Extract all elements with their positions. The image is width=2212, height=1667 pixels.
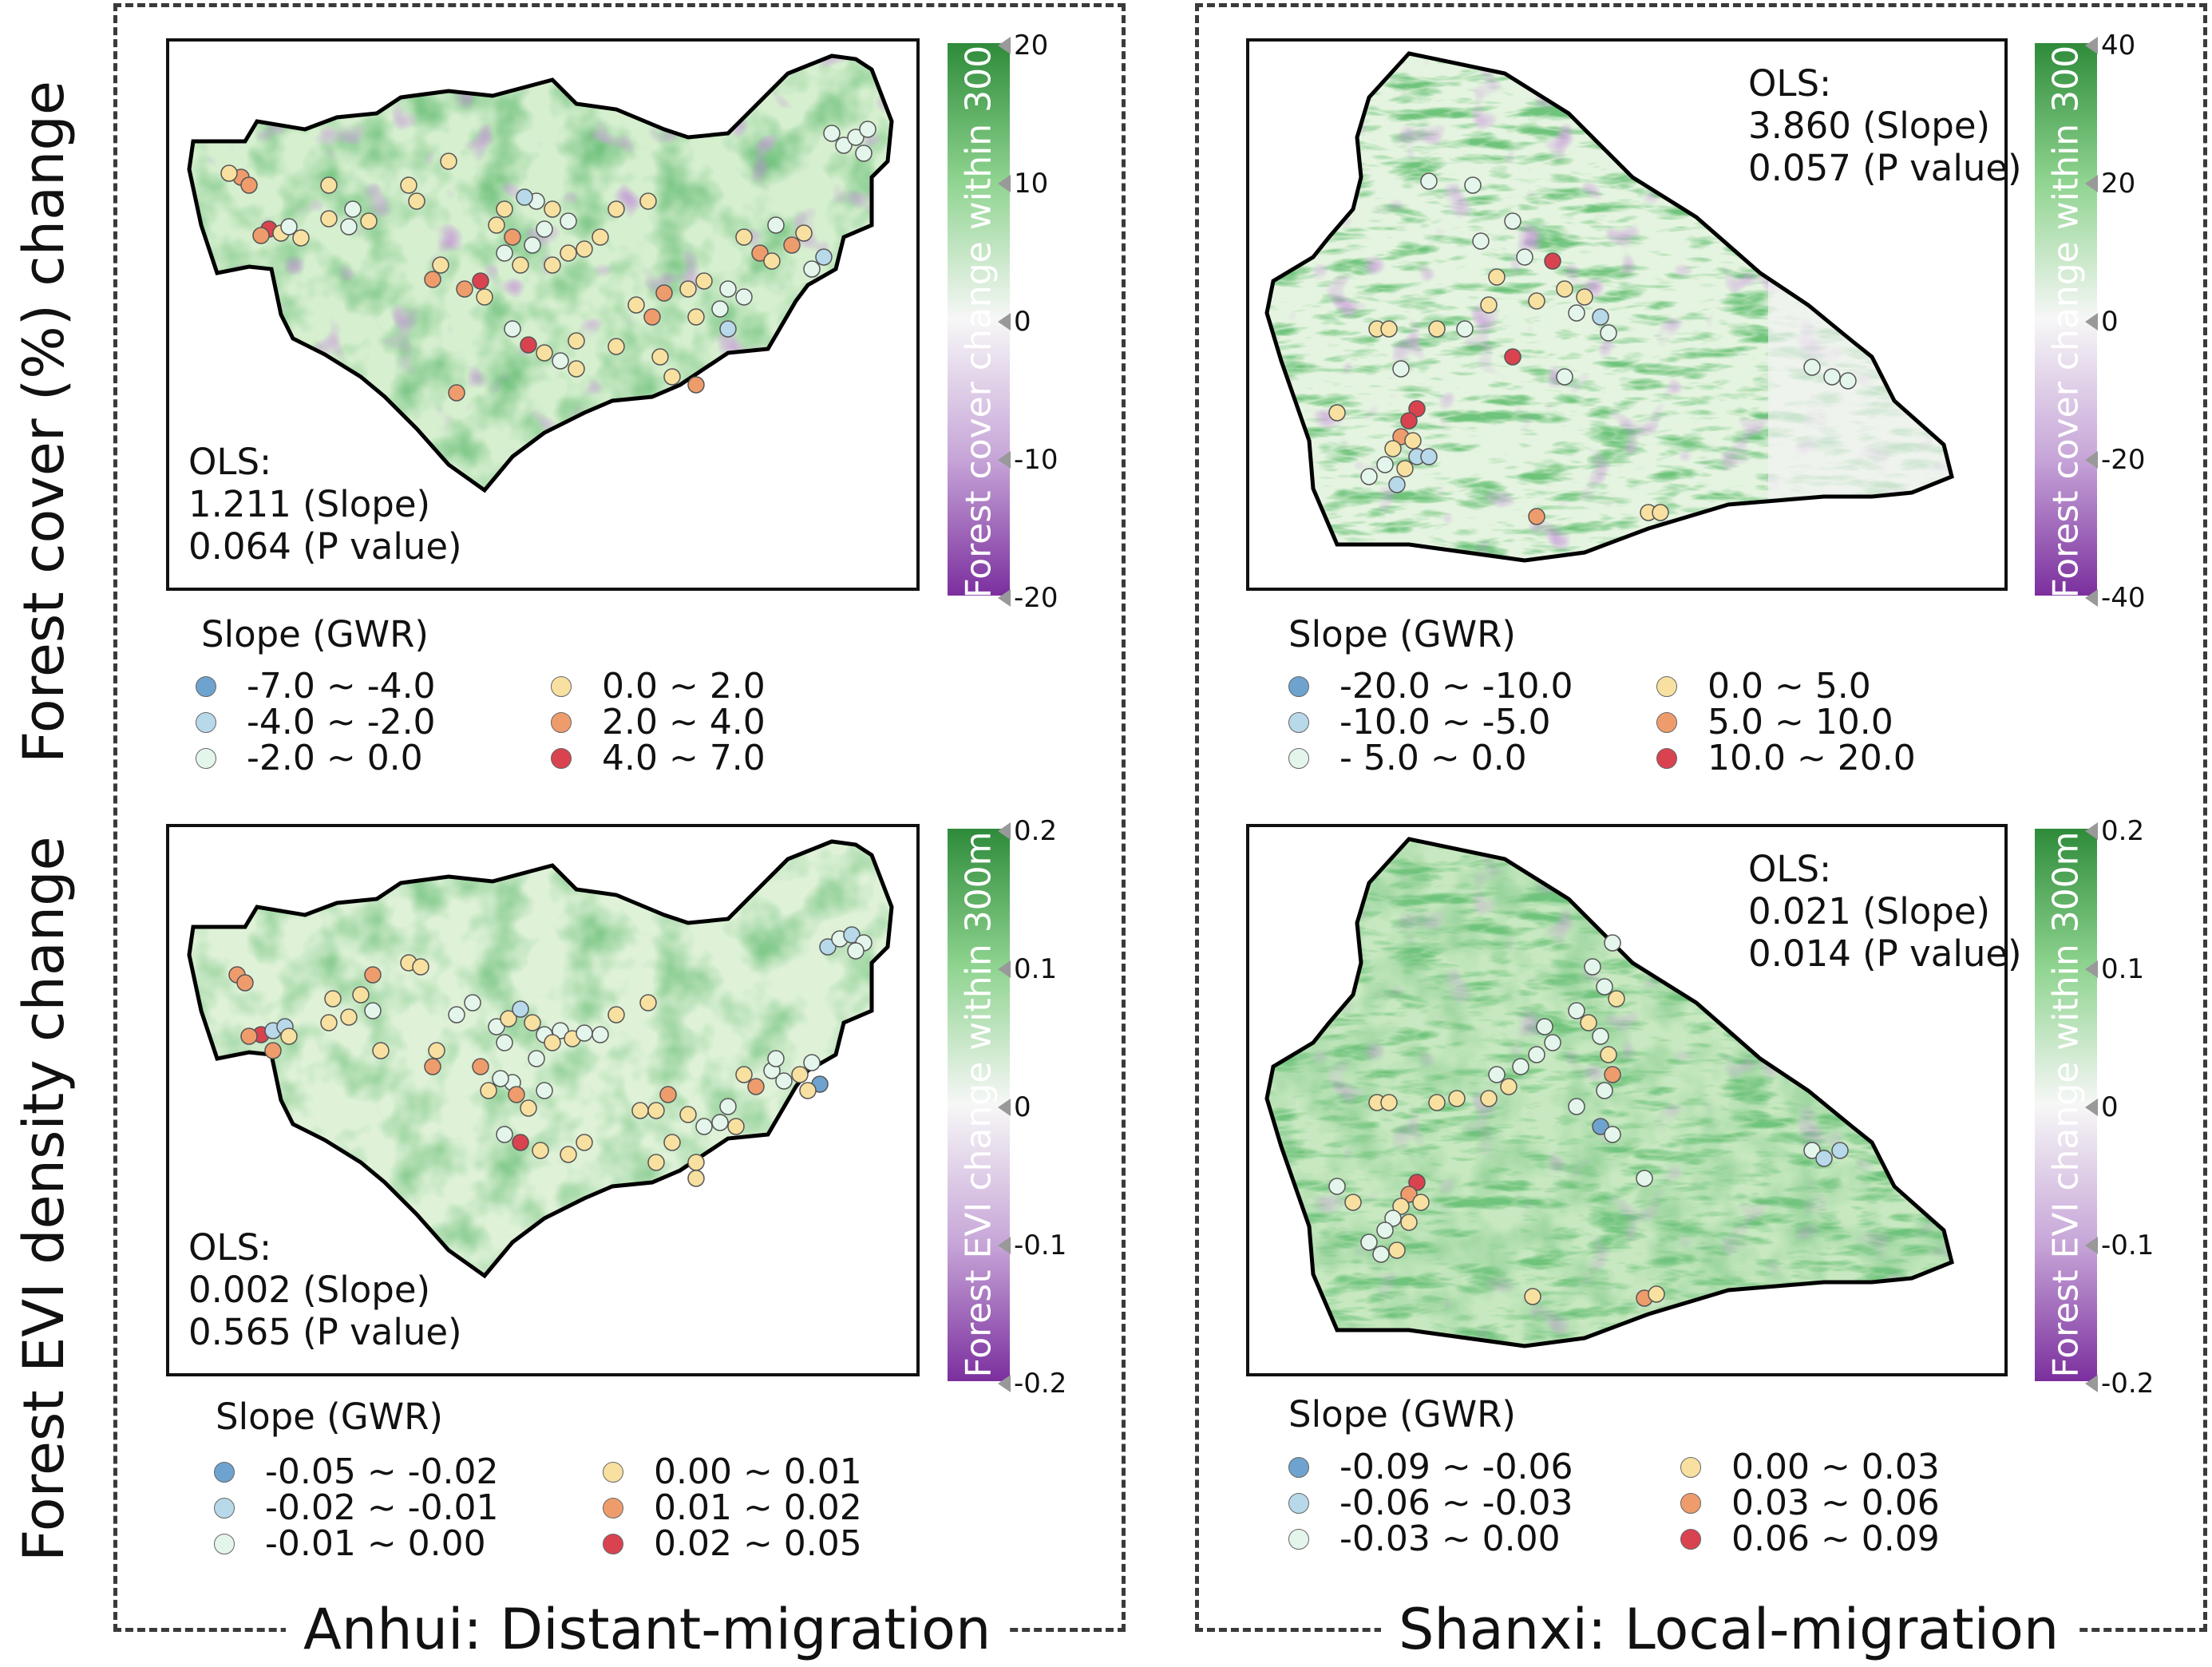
legend-item: 4.0 ~ 7.0: [551, 738, 766, 778]
gwr-points-anhui-cover: [220, 121, 876, 402]
ols-slope: 3.860 (Slope): [1748, 105, 1991, 147]
colorbar-label-anhui-cover: Forest cover change within 300m: [958, 10, 999, 599]
legend-item: -4.0 ~ -2.0: [196, 702, 436, 742]
colorbar-label-shanxi-evi: Forest EVI change within 300m: [2045, 831, 2087, 1378]
legend-title-anhui-cover: Slope (GWR): [201, 613, 429, 655]
legend-item: 0.00 ~ 0.03: [1680, 1447, 1940, 1487]
legend-item: -0.05 ~ -0.02: [214, 1451, 499, 1492]
ols-annotation-shanxi-evi: OLS: 0.021 (Slope) 0.014 (P value): [1748, 848, 2022, 975]
legend-item: 0.06 ~ 0.09: [1680, 1519, 1940, 1559]
legend-item: -0.03 ~ 0.00: [1288, 1519, 1561, 1559]
colorbar-tick: -0.2: [2085, 1368, 2154, 1400]
column-title-shanxi: Shanxi: Local-migration: [1381, 1597, 2077, 1662]
ols-slope: 1.211 (Slope): [188, 483, 431, 525]
shanxi-cover-map: [1264, 51, 1954, 563]
colorbar-tick: -40: [2085, 582, 2146, 614]
legend-item: - 5.0 ~ 0.0: [1288, 738, 1527, 778]
anhui-cover-map: [187, 53, 894, 493]
column-title-anhui: Anhui: Distant-migration: [286, 1597, 1009, 1662]
legend-title-anhui-evi: Slope (GWR): [216, 1396, 443, 1438]
colorbar-tick: 0: [2085, 1091, 2119, 1123]
legend-title-shanxi-evi: Slope (GWR): [1288, 1393, 1516, 1435]
row-label-forest-evi: Forest EVI density change: [11, 836, 77, 1562]
colorbar-tick: 40: [2085, 30, 2135, 61]
shanxi-evi-map: [1264, 837, 1954, 1348]
colorbar-tick: 0: [2085, 306, 2119, 338]
ols-p-value: 0.014 (P value): [1748, 932, 2022, 975]
colorbar-tick: 10: [998, 168, 1048, 200]
legend-item: -10.0 ~ -5.0: [1288, 702, 1551, 742]
legend-title-shanxi-cover: Slope (GWR): [1288, 613, 1516, 655]
colorbar-tick: 0.2: [998, 815, 1057, 847]
colorbar-tick: -20: [2085, 444, 2146, 476]
ols-title: OLS:: [188, 441, 272, 483]
ols-p-value: 0.064 (P value): [188, 525, 462, 568]
row-label-forest-cover: Forest cover (%) change: [11, 81, 77, 763]
colorbar-tick: 0.1: [2085, 953, 2144, 985]
colorbar-tick: 20: [998, 30, 1048, 61]
ols-slope: 0.002 (Slope): [188, 1269, 431, 1311]
legend-item: 0.02 ~ 0.05: [603, 1523, 862, 1564]
colorbar-tick: 0: [998, 1091, 1031, 1123]
gwr-points-shanxi-cover: [1328, 172, 1857, 525]
ols-annotation-anhui-cover: OLS: 1.211 (Slope) 0.064 (P value): [188, 441, 462, 568]
colorbar-tick: 0.2: [2085, 815, 2144, 847]
legend-item: 0.03 ~ 0.06: [1680, 1483, 1940, 1523]
colorbar-tick: 0.1: [998, 953, 1057, 985]
legend-item: 0.0 ~ 5.0: [1656, 666, 1871, 707]
legend-item: 5.0 ~ 10.0: [1656, 702, 1893, 742]
legend-item: -7.0 ~ -4.0: [196, 666, 436, 707]
anhui-evi-map: [187, 839, 894, 1279]
ols-slope: 0.021 (Slope): [1748, 890, 1991, 932]
legend-item: -0.09 ~ -0.06: [1288, 1447, 1573, 1487]
legend-item: -0.01 ~ 0.00: [214, 1523, 486, 1564]
legend-item: -0.06 ~ -0.03: [1288, 1483, 1573, 1523]
map-panel-anhui-cover: [166, 38, 920, 591]
legend-item: -0.02 ~ -0.01: [214, 1487, 499, 1528]
legend-item: 10.0 ~ 20.0: [1656, 738, 1916, 778]
legend-item: 0.00 ~ 0.01: [603, 1451, 862, 1492]
colorbar-tick: 0: [998, 306, 1031, 338]
legend-item: 0.0 ~ 2.0: [551, 666, 766, 707]
gwr-points-shanxi-evi: [1328, 934, 1849, 1307]
map-panel-shanxi-evi: [1246, 824, 2008, 1376]
legend-item: -2.0 ~ 0.0: [196, 738, 423, 778]
ols-p-value: 0.057 (P value): [1748, 147, 2022, 189]
ols-annotation-anhui-evi: OLS: 0.002 (Slope) 0.565 (P value): [188, 1226, 462, 1353]
colorbar-tick: -10: [998, 444, 1059, 476]
legend-item: -20.0 ~ -10.0: [1288, 666, 1573, 707]
colorbar-label-shanxi-cover: Forest cover change within 300m: [2045, 10, 2087, 599]
legend-item: 2.0 ~ 4.0: [551, 702, 766, 742]
legend-item: 0.01 ~ 0.02: [603, 1487, 862, 1528]
colorbar-tick: 20: [2085, 168, 2135, 200]
ols-annotation-shanxi-cover: OLS: 3.860 (Slope) 0.057 (P value): [1748, 62, 2022, 189]
map-panel-shanxi-cover: [1246, 38, 2008, 591]
ols-title: OLS:: [1748, 62, 1832, 105]
ols-title: OLS:: [1748, 848, 1832, 890]
map-panel-anhui-evi: [166, 824, 920, 1376]
colorbar-tick: -0.1: [2085, 1229, 2154, 1261]
colorbar-label-anhui-evi: Forest EVI change within 300m: [958, 831, 999, 1378]
ols-title: OLS:: [188, 1226, 272, 1269]
colorbar-tick: -20: [998, 582, 1059, 614]
ols-p-value: 0.565 (P value): [188, 1311, 462, 1353]
colorbar-tick: -0.1: [998, 1229, 1066, 1261]
colorbar-tick: -0.2: [998, 1368, 1066, 1400]
gwr-points-anhui-evi: [228, 926, 873, 1187]
